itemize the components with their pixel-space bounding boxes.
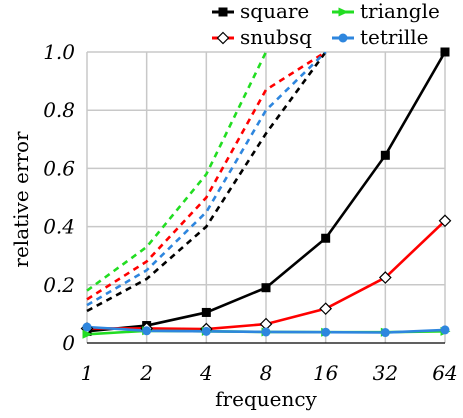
- legend-label: square: [240, 0, 309, 23]
- legend-marker: [218, 7, 228, 17]
- legend-label: tetrille: [360, 25, 429, 49]
- snubsq-point: [378, 271, 392, 284]
- triangle-point: [82, 329, 93, 339]
- square-point: [201, 307, 211, 317]
- x-tick-label: 1: [81, 361, 94, 385]
- legend-item-square: square: [212, 0, 309, 23]
- legend-marker: [338, 7, 349, 17]
- tick-labels: 1 2 4 8 16 32 64 0 0.2 0.4 0.6 0.8 1.0: [43, 40, 458, 385]
- x-tick-label: 16: [313, 361, 339, 385]
- legend-item-snubsq: snubsq: [212, 25, 312, 49]
- tetrille-point: [380, 328, 390, 338]
- tetrille-dashed-line: [86, 52, 327, 307]
- y-tick-label: 0.4: [43, 215, 75, 239]
- tetrille-point: [261, 327, 271, 337]
- legend-marker: [338, 33, 348, 43]
- square-point: [261, 283, 271, 293]
- x-tick-label: 64: [432, 361, 457, 385]
- legend-label: snubsq: [240, 25, 312, 49]
- square-point: [321, 233, 331, 243]
- snubsq-point: [438, 214, 452, 228]
- snubsq-dashed-line: [86, 52, 327, 301]
- legend-item-triangle: triangle: [332, 0, 440, 23]
- y-tick-label: 1.0: [43, 40, 75, 64]
- x-axis-label: frequency: [215, 387, 317, 411]
- x-tick-label: 8: [260, 361, 273, 385]
- x-tick-label: 32: [373, 361, 398, 385]
- y-tick-label: 0.8: [43, 98, 75, 122]
- tetrille-point: [440, 325, 450, 335]
- x-tick-label: 4: [199, 361, 213, 385]
- y-axis-label: relative error: [9, 131, 33, 268]
- tetrille-point: [321, 327, 331, 337]
- y-tick-label: 0.6: [43, 156, 75, 180]
- y-tick-label: 0: [62, 331, 75, 355]
- legend: square triangle snubsq tetrille: [212, 0, 440, 49]
- square-point: [380, 150, 390, 160]
- legend-item-tetrille: tetrille: [332, 25, 429, 49]
- square-dashed-line: [86, 52, 327, 313]
- y-tick-label: 0.2: [43, 273, 75, 297]
- square-point: [440, 47, 450, 57]
- series-lines: [80, 47, 452, 339]
- triangle-dashed-line: [86, 52, 268, 292]
- x-tick-label: 2: [139, 361, 153, 385]
- tetrille-point: [201, 326, 211, 336]
- grid: [86, 51, 446, 343]
- snubsq-point: [319, 302, 333, 316]
- tetrille-point: [142, 326, 152, 336]
- legend-label: triangle: [360, 0, 440, 23]
- tetrille-point: [82, 322, 92, 332]
- legend-marker: [216, 31, 230, 45]
